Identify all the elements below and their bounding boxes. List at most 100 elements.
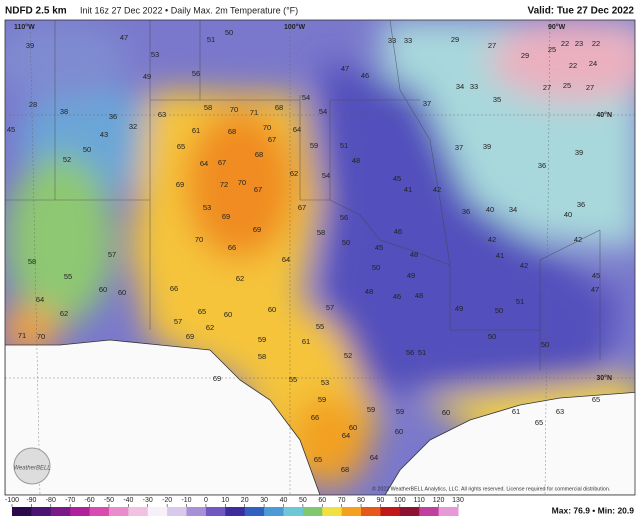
temperature-label: 32 <box>129 122 137 131</box>
temperature-label: 50 <box>342 238 350 247</box>
temperature-label: 56 <box>406 348 414 357</box>
temperature-label: 46 <box>394 227 402 236</box>
temperature-label: 71 <box>18 331 26 340</box>
temperature-label: 33 <box>470 82 478 91</box>
temperature-label: 65 <box>198 307 206 316</box>
temperature-label: 68 <box>341 465 349 474</box>
temperature-label: 60 <box>395 427 403 436</box>
temperature-label: 70 <box>238 178 246 187</box>
temperature-label: 47 <box>120 33 128 42</box>
temperature-label: 72 <box>220 180 228 189</box>
temperature-label: 54 <box>322 171 330 180</box>
colorbar-tick-label: 10 <box>221 497 229 504</box>
temperature-label: 56 <box>340 213 348 222</box>
temperature-label: 70 <box>195 235 203 244</box>
temperature-label: 49 <box>407 271 415 280</box>
mexico <box>5 339 321 495</box>
temperature-label: 52 <box>344 351 352 360</box>
temperature-label: 55 <box>316 322 324 331</box>
temperature-label: 60 <box>349 423 357 432</box>
stats: Max: 76.9 • Min: 20.9 <box>552 505 635 515</box>
temperature-label: 22 <box>569 61 577 70</box>
colorbar-tick-label: 130 <box>452 497 464 504</box>
temperature-label: 61 <box>192 126 200 135</box>
colorbar-segment <box>341 507 362 516</box>
colorbar-segment <box>419 507 440 516</box>
temperature-label: 69 <box>222 212 230 221</box>
colorbar-tick-label: 20 <box>241 497 249 504</box>
temperature-label: 40 <box>486 205 494 214</box>
colorbar-tick-label: -80 <box>46 497 56 504</box>
temperature-label: 64 <box>282 255 290 264</box>
temperature-label: 56 <box>192 69 200 78</box>
grid-label: 110°W <box>14 23 35 31</box>
temperature-label: 45 <box>592 271 600 280</box>
temperature-label: 59 <box>318 395 326 404</box>
temperature-label: 67 <box>268 135 276 144</box>
temperature-label: 42 <box>574 235 582 244</box>
temperature-label: 58 <box>204 103 212 112</box>
temperature-label: 61 <box>512 407 520 416</box>
gulf-of-mexico <box>384 391 635 495</box>
colorbar-segment <box>244 507 265 516</box>
temperature-label: 48 <box>352 156 360 165</box>
temperature-label: 50 <box>541 340 549 349</box>
temperature-label: 29 <box>451 35 459 44</box>
temperature-label: 55 <box>64 272 72 281</box>
temperature-label: 68 <box>228 127 236 136</box>
temperature-label: 68 <box>275 103 283 112</box>
colorbar-tick-label: 100 <box>394 497 406 504</box>
temperature-label: 27 <box>586 83 594 92</box>
temperature-label: 69 <box>176 180 184 189</box>
colorbar-segment <box>322 507 343 516</box>
grid-label: 40°N <box>596 111 612 119</box>
temperature-label: 57 <box>326 303 334 312</box>
temperature-label: 57 <box>174 317 182 326</box>
temperature-label: 39 <box>483 142 491 151</box>
graticule <box>5 20 635 495</box>
temperature-label: 66 <box>311 413 319 422</box>
temperature-label: 60 <box>442 408 450 417</box>
temperature-label: 64 <box>342 431 350 440</box>
colorbar-tick-label: -10 <box>181 497 191 504</box>
temperature-label: 65 <box>177 142 185 151</box>
temperature-label: 53 <box>151 50 159 59</box>
temperature-label: 41 <box>496 251 504 260</box>
colorbar-tick-label: -100 <box>5 497 19 504</box>
colorbar-tick-label: 80 <box>357 497 365 504</box>
temperature-label: 50 <box>83 145 91 154</box>
temperature-label: 36 <box>462 207 470 216</box>
colorbar-tick-label: 60 <box>318 497 326 504</box>
colorbar-segment <box>264 507 284 516</box>
colorbar-segment <box>108 507 129 516</box>
colorbar-segment <box>380 507 401 516</box>
colorbar-segment <box>50 507 71 516</box>
temperature-label: 70 <box>37 332 45 341</box>
colorbar-tick-label: -30 <box>143 497 153 504</box>
temperature-label: 70 <box>263 123 271 132</box>
colorbar-segment <box>70 507 91 516</box>
temperature-label: 64 <box>200 159 208 168</box>
colorbar-tick-label: 120 <box>433 497 445 504</box>
temperature-label: 40 <box>564 210 572 219</box>
temperature-label: 62 <box>60 309 68 318</box>
grid-label: 90°W <box>548 23 566 31</box>
colorbar-segment <box>283 507 304 516</box>
grid-label: 100°W <box>284 23 305 31</box>
temperature-label: 66 <box>170 284 178 293</box>
temperature-label: 68 <box>255 150 263 159</box>
temperature-label: 39 <box>26 41 34 50</box>
temperature-label: 67 <box>254 185 262 194</box>
temperature-label: 22 <box>592 39 600 48</box>
temperature-label: 27 <box>488 41 496 50</box>
colorbar-segment <box>128 507 149 516</box>
temperature-label: 69 <box>253 225 261 234</box>
colorbar-segment <box>438 507 459 516</box>
temperature-label: 51 <box>207 35 215 44</box>
grid-label: 30°N <box>596 374 612 382</box>
temperature-label: 59 <box>258 335 266 344</box>
temperature-label: 48 <box>365 287 373 296</box>
colorbar-segment <box>89 507 110 516</box>
temperature-label: 60 <box>99 285 107 294</box>
